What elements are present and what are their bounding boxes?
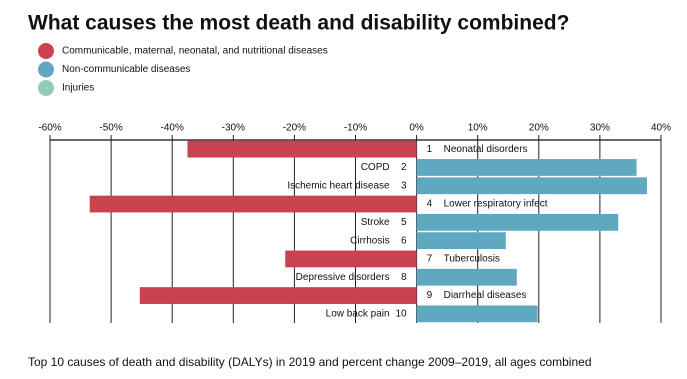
bar [139,287,417,304]
x-tick-label: 30% [590,123,610,134]
chart-title: What causes the most death and disabilit… [28,12,569,35]
x-tick-label: -10% [344,123,367,134]
rank-label: 2 [401,162,407,173]
rank-label: 7 [427,254,433,265]
category-label: Lower respiratory infect [444,199,548,210]
bar [89,195,417,213]
legend-label: Communicable, maternal, neonatal, and nu… [62,46,328,57]
x-tick-label: -30% [222,123,245,134]
bar [285,250,417,268]
bar [416,177,647,195]
x-tick-label: 40% [651,123,671,134]
x-tick-label: -40% [161,123,184,134]
rank-label: 4 [427,199,433,210]
category-label: Stroke [361,217,390,228]
bar [416,213,619,231]
bar [416,159,637,176]
rank-label: 9 [427,290,433,301]
category-label: Cirrhosis [350,235,389,246]
x-tick-label: 10% [468,123,488,134]
x-tick-label: -60% [38,123,61,134]
bar [187,140,417,158]
x-tick-label: -20% [283,123,306,134]
rank-label: 3 [401,180,407,191]
rank-label: 8 [401,272,407,283]
bar [416,232,506,250]
x-tick-label: -50% [99,123,122,134]
bar [416,305,538,323]
rank-label: 5 [401,217,407,228]
legend-marker [38,80,54,96]
caption: Top 10 causes of death and disability (D… [28,355,592,369]
rank-label: 6 [401,235,407,246]
category-label: COPD [361,162,390,173]
rank-label: 10 [395,308,407,319]
legend-label: Non-communicable diseases [62,64,190,75]
x-tick-label: 20% [529,123,549,134]
legend-label: Injuries [62,83,94,94]
category-label: Ischemic heart disease [287,180,390,191]
category-label: Tuberculosis [444,254,500,265]
rank-label: 1 [427,144,433,155]
category-label: Depressive disorders [296,272,390,283]
category-label: Neonatal disorders [444,144,528,155]
x-tick-label: 0% [409,123,424,134]
category-label: Low back pain [326,308,390,319]
legend-marker [38,43,54,59]
legend-marker [38,61,54,78]
category-label: Diarrheal diseases [444,290,527,301]
bar [416,268,517,286]
